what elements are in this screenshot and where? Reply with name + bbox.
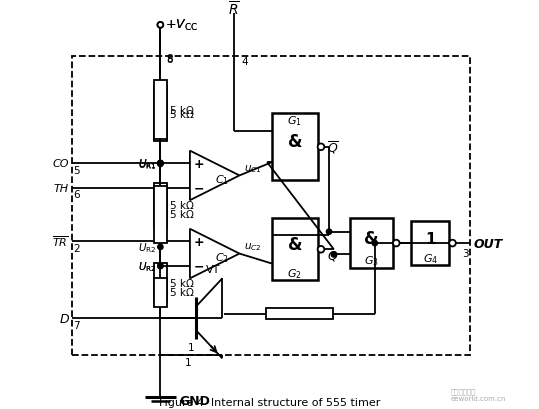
Bar: [350, 219, 393, 268]
Text: TH: TH: [54, 183, 69, 193]
Text: $U_{\rm R1}$: $U_{\rm R1}$: [138, 157, 156, 171]
Text: −: −: [194, 182, 204, 195]
Bar: [154, 187, 167, 243]
Circle shape: [317, 246, 324, 253]
Text: 5: 5: [73, 165, 80, 175]
Circle shape: [327, 229, 331, 235]
Polygon shape: [190, 229, 239, 279]
Circle shape: [158, 245, 163, 250]
Text: $+V_{\rm CC}$: $+V_{\rm CC}$: [165, 18, 198, 33]
Bar: [272, 219, 317, 281]
Text: CO: CO: [52, 159, 69, 169]
Bar: [154, 87, 167, 142]
Polygon shape: [190, 151, 239, 201]
Circle shape: [158, 264, 163, 269]
Circle shape: [317, 144, 324, 151]
Text: 5 kΩ: 5 kΩ: [170, 278, 194, 288]
Bar: [411, 222, 449, 265]
Circle shape: [158, 161, 163, 166]
Text: 5 kΩ: 5 kΩ: [170, 201, 194, 211]
Text: Figure 4  Internal structure of 555 timer: Figure 4 Internal structure of 555 timer: [160, 397, 381, 407]
Text: 1: 1: [425, 231, 436, 247]
Text: $U_{\rm R2}$: $U_{\rm R2}$: [138, 259, 156, 273]
Circle shape: [158, 264, 163, 269]
Text: 7: 7: [73, 320, 80, 330]
Text: $U_{\rm R1}$: $U_{\rm R1}$: [138, 157, 156, 171]
Text: 2: 2: [73, 243, 80, 253]
Text: 8: 8: [166, 54, 172, 64]
Text: &: &: [364, 229, 379, 247]
Text: $\overline{Q}$: $\overline{Q}$: [327, 139, 339, 156]
Bar: [154, 278, 167, 307]
Text: 5 kΩ: 5 kΩ: [170, 288, 194, 297]
Text: +: +: [193, 235, 204, 248]
Circle shape: [157, 23, 163, 29]
Bar: [154, 183, 167, 229]
Text: $G_1$: $G_1$: [287, 114, 302, 128]
Text: 1: 1: [185, 357, 191, 367]
Text: 5 kΩ: 5 kΩ: [170, 210, 194, 220]
Circle shape: [157, 23, 163, 29]
Text: 6: 6: [73, 190, 80, 200]
Bar: [272, 114, 317, 181]
Text: $G_3$: $G_3$: [364, 254, 379, 267]
Circle shape: [372, 241, 377, 246]
Text: 3: 3: [462, 248, 469, 258]
Text: $U_{\rm R2}$: $U_{\rm R2}$: [138, 259, 156, 273]
Text: $U_{\rm R2}$: $U_{\rm R2}$: [138, 240, 156, 254]
Text: VT: VT: [205, 264, 220, 274]
Text: $G_2$: $G_2$: [287, 266, 302, 280]
Text: $u_{C2}$: $u_{C2}$: [244, 240, 262, 252]
Text: $C_2$: $C_2$: [216, 251, 229, 265]
Text: D: D: [59, 312, 69, 325]
Circle shape: [393, 240, 399, 247]
Text: $\overline{R}$: $\overline{R}$: [228, 0, 239, 19]
Circle shape: [158, 162, 163, 167]
Text: $u_{C1}$: $u_{C1}$: [244, 162, 262, 174]
Text: &: &: [287, 236, 302, 254]
Circle shape: [158, 161, 163, 166]
Text: 电子工程世界
eeworld.com.cn: 电子工程世界 eeworld.com.cn: [451, 388, 507, 402]
Circle shape: [449, 240, 456, 247]
Text: $\overline{TR}$: $\overline{TR}$: [52, 234, 69, 249]
Text: 8: 8: [166, 55, 172, 65]
Text: $G_4$: $G_4$: [423, 252, 438, 265]
Text: $Q$: $Q$: [327, 248, 338, 262]
Text: 4: 4: [241, 57, 248, 67]
Text: −: −: [194, 260, 204, 273]
Text: &: &: [287, 133, 302, 151]
Text: 5 kΩ: 5 kΩ: [170, 110, 194, 120]
Text: 1: 1: [188, 342, 194, 352]
Text: $+V_{\rm CC}$: $+V_{\rm CC}$: [165, 18, 198, 33]
Bar: [72, 57, 470, 355]
Text: $U_{\rm R1}$: $U_{\rm R1}$: [138, 158, 156, 171]
Text: GND: GND: [179, 394, 210, 407]
Bar: [266, 309, 334, 319]
Text: +: +: [193, 157, 204, 170]
Circle shape: [158, 161, 163, 166]
Circle shape: [331, 252, 336, 258]
Text: OUT: OUT: [474, 237, 503, 250]
Text: 5 kΩ: 5 kΩ: [170, 106, 194, 115]
Bar: [154, 81, 167, 139]
Text: $C_1$: $C_1$: [215, 173, 229, 187]
Bar: [154, 263, 167, 303]
